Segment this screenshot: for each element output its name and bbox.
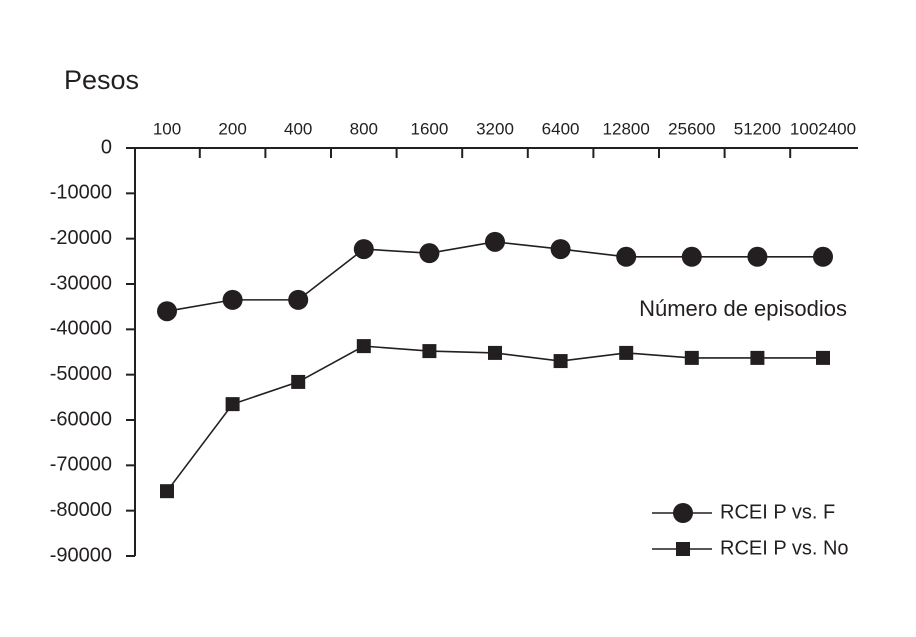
x-tick-label: 25600: [668, 119, 715, 138]
x-tick-label: 6400: [542, 119, 580, 138]
point: [488, 345, 502, 360]
y-tick-label: -60000: [50, 408, 112, 430]
x-tick-label: 800: [350, 119, 378, 138]
point: [816, 350, 830, 365]
y-tick-label: -20000: [50, 227, 112, 249]
point: [422, 344, 437, 359]
point: [356, 339, 371, 354]
y-tick-label: -50000: [50, 363, 112, 385]
y-tick-label: -80000: [50, 499, 112, 521]
point: [681, 246, 702, 267]
point: [225, 397, 240, 412]
legend-label: RCEI P vs. No: [720, 537, 849, 559]
point: [619, 345, 634, 360]
point: [160, 484, 174, 499]
legend-marker: [673, 503, 693, 523]
point: [750, 350, 765, 365]
point: [747, 246, 768, 267]
x-tick-label: 3200: [476, 119, 514, 138]
x-tick-label: 200: [218, 119, 246, 138]
point: [550, 239, 571, 260]
x-tick-label: 1600: [410, 119, 448, 138]
point: [353, 239, 374, 260]
y-tick-label: -30000: [50, 272, 112, 294]
point: [813, 246, 833, 267]
x-tick-label: 100: [153, 119, 181, 138]
point: [684, 350, 699, 365]
y-tick-label: -10000: [50, 182, 112, 204]
x-tick-label: 51200: [734, 119, 781, 138]
y-tick-label: -40000: [50, 318, 112, 340]
point: [222, 289, 243, 310]
x-axis-label: Número de episodios: [639, 296, 847, 321]
point: [485, 231, 505, 252]
series-line: [166, 345, 823, 492]
y-tick-label: -90000: [50, 544, 112, 566]
point: [419, 243, 440, 264]
legend-label: RCEI P vs. F: [720, 501, 835, 523]
point: [288, 289, 309, 310]
y-tick-label: -70000: [50, 454, 112, 476]
point: [616, 246, 637, 267]
point: [291, 374, 306, 389]
x-tick-label: 1002400: [790, 119, 856, 138]
point: [157, 301, 177, 322]
x-tick-label: 12800: [603, 119, 650, 138]
x-tick-label: 400: [284, 119, 312, 138]
legend-marker: [676, 542, 690, 556]
y-tick-label: 0: [101, 136, 112, 158]
y-axis-label: Pesos: [64, 65, 139, 95]
point: [553, 354, 568, 369]
